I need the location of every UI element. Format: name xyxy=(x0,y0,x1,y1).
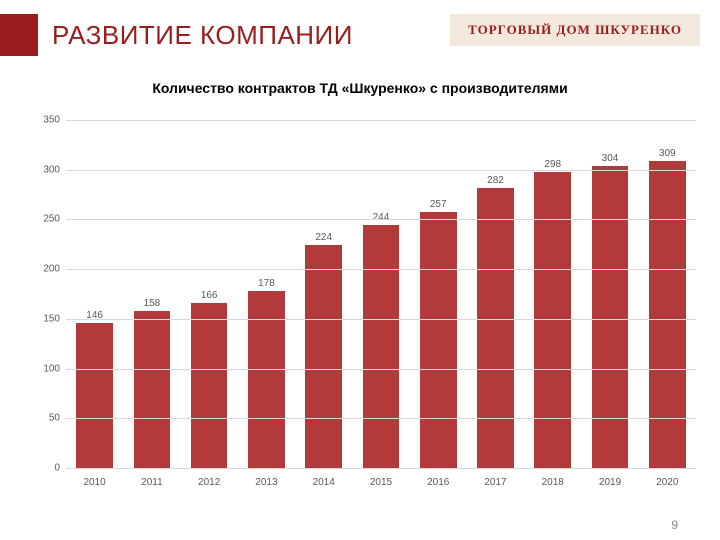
x-tick-label: 2011 xyxy=(123,477,180,488)
bar-column: 244 xyxy=(352,120,409,468)
bar-value-label: 224 xyxy=(315,232,332,243)
page-number: 9 xyxy=(671,518,678,532)
bar xyxy=(305,245,342,468)
bar-column: 298 xyxy=(524,120,581,468)
bar-value-label: 166 xyxy=(201,290,218,301)
x-axis: 2010201120122013201420152016201720182019… xyxy=(66,477,696,488)
x-tick-label: 2012 xyxy=(181,477,238,488)
bar xyxy=(649,161,686,468)
bar-value-label: 309 xyxy=(659,148,676,159)
y-tick-label: 350 xyxy=(43,115,60,126)
title-accent-block xyxy=(0,14,38,56)
bar-column: 224 xyxy=(295,120,352,468)
gridline xyxy=(66,319,696,320)
bar xyxy=(248,291,285,468)
bar-value-label: 257 xyxy=(430,199,447,210)
bar-column: 166 xyxy=(181,120,238,468)
brand-box: ТОРГОВЫЙ ДОМ ШКУРЕНКО xyxy=(450,14,700,46)
bar-column: 178 xyxy=(238,120,295,468)
page-title: РАЗВИТИЕ КОМПАНИИ xyxy=(52,20,353,51)
bar xyxy=(534,172,571,468)
bar-column: 304 xyxy=(581,120,638,468)
gridline xyxy=(66,418,696,419)
bars-container: 146 158 166 178 224 244 257 282 298 304 309 xyxy=(66,120,696,468)
gridline xyxy=(66,269,696,270)
bar-value-label: 304 xyxy=(602,153,619,164)
bar-column: 158 xyxy=(123,120,180,468)
bar-value-label: 282 xyxy=(487,175,504,186)
x-tick-label: 2013 xyxy=(238,477,295,488)
bar xyxy=(363,225,400,468)
bar-value-label: 178 xyxy=(258,278,275,289)
x-tick-label: 2018 xyxy=(524,477,581,488)
bar xyxy=(134,311,171,468)
bar-value-label: 244 xyxy=(373,212,390,223)
bar-column: 309 xyxy=(639,120,696,468)
plot-area: 146158166178224244257282298304309 050100… xyxy=(66,120,696,468)
bar-column: 257 xyxy=(410,120,467,468)
y-tick-label: 300 xyxy=(43,164,60,175)
bar xyxy=(76,323,113,468)
gridline xyxy=(66,369,696,370)
bar-chart: 146 158 166 178 224 244 257 282 298 304 309 0 50 100… xyxy=(30,120,700,500)
x-tick-label: 2015 xyxy=(352,477,409,488)
x-tick-label: 2019 xyxy=(581,477,638,488)
bar-column: 282 xyxy=(467,120,524,468)
bar-value-label: 158 xyxy=(144,298,161,309)
bar xyxy=(477,188,514,468)
y-tick-label: 250 xyxy=(43,214,60,225)
bar xyxy=(420,212,457,468)
chart-title: Количество контрактов ТД «Шкуренко» с пр… xyxy=(0,80,720,96)
y-tick-label: 50 xyxy=(49,413,60,424)
bar xyxy=(191,303,228,468)
y-tick-label: 200 xyxy=(43,264,60,275)
x-tick-label: 2010 xyxy=(66,477,123,488)
x-tick-label: 2017 xyxy=(467,477,524,488)
gridline xyxy=(66,468,696,469)
gridline xyxy=(66,170,696,171)
bar-column: 146 xyxy=(66,120,123,468)
x-tick-label: 2016 xyxy=(410,477,467,488)
x-tick-label: 2020 xyxy=(639,477,696,488)
bar xyxy=(592,166,629,468)
header: РАЗВИТИЕ КОМПАНИИ ТОРГОВЫЙ ДОМ ШКУРЕНКО xyxy=(0,0,720,56)
x-tick-label: 2014 xyxy=(295,477,352,488)
y-tick-label: 0 xyxy=(54,463,60,474)
y-tick-label: 150 xyxy=(43,313,60,324)
gridline xyxy=(66,219,696,220)
brand-label: ТОРГОВЫЙ ДОМ ШКУРЕНКО xyxy=(468,22,682,38)
bar-value-label: 298 xyxy=(544,159,561,170)
gridline xyxy=(66,120,696,121)
y-tick-label: 100 xyxy=(43,363,60,374)
